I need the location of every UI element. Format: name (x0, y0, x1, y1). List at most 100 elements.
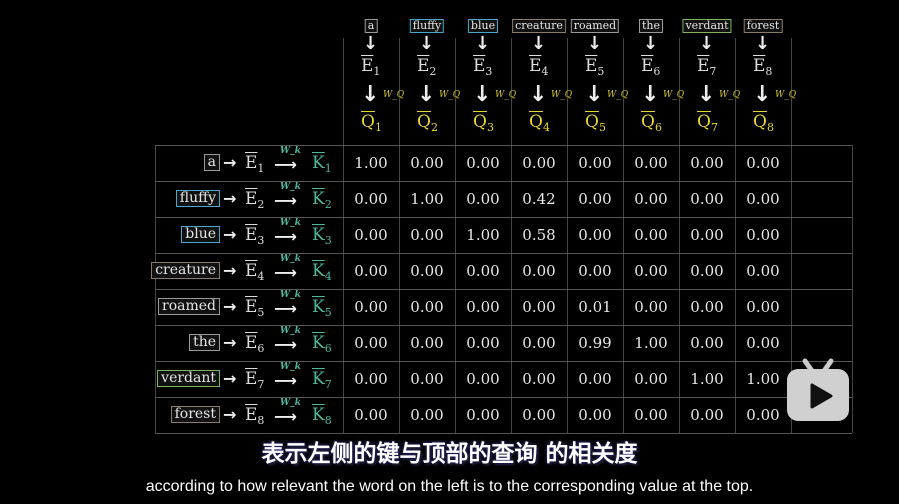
grid-vertical-line (511, 38, 512, 433)
key-vector: K3 (312, 225, 332, 246)
key-vector: K6 (312, 333, 332, 354)
long-right-arrow-icon: ⟶ (274, 299, 297, 318)
column-word-token: verdant (682, 19, 732, 33)
down-arrow-icon: ↓ (361, 82, 380, 107)
row-word-token: roamed (158, 298, 220, 315)
embedding-vector: E3 (473, 56, 492, 77)
vector-letter: E (417, 56, 430, 76)
embedding-vector: E3 (245, 225, 264, 246)
attention-score-cell: 0.00 (634, 370, 668, 388)
query-vector: Q6 (641, 112, 662, 133)
vector-letter: K (312, 189, 325, 209)
embedding-vector: E6 (641, 56, 660, 77)
attention-score-cell: 0.00 (690, 154, 724, 172)
grid-horizontal-line (155, 253, 852, 254)
attention-score-cell: 0.00 (578, 370, 612, 388)
embedding-vector: E1 (361, 56, 380, 77)
query-vector: Q1 (361, 112, 382, 133)
vector-subscript: 8 (324, 414, 332, 427)
down-arrow-icon: ↓ (473, 82, 492, 107)
vector-letter: K (312, 333, 325, 353)
attention-score-cell: 0.00 (746, 334, 780, 352)
column-word-token: creature (512, 19, 566, 33)
attention-score-cell: 0.00 (410, 262, 444, 280)
key-weight-label: W_k (280, 146, 301, 156)
query-weight-label: W_Q (495, 90, 517, 100)
query-weight-label: W_Q (439, 90, 461, 100)
vector-subscript: 1 (374, 121, 382, 134)
column-word-token: blue (467, 19, 499, 33)
attention-score-cell: 0.00 (466, 298, 500, 316)
query-weight-label: W_Q (383, 90, 405, 100)
vector-letter: E (473, 56, 486, 76)
down-arrow-icon: ↓ (753, 82, 772, 107)
attention-score-cell: 1.00 (410, 190, 444, 208)
grid-vertical-line (623, 38, 624, 433)
attention-score-cell: 0.00 (746, 406, 780, 424)
down-arrow-icon: ↓ (641, 82, 660, 107)
attention-score-cell: 0.00 (634, 226, 668, 244)
embedding-vector: E8 (245, 405, 264, 426)
attention-score-cell: 0.00 (466, 406, 500, 424)
attention-score-cell: 0.00 (522, 406, 556, 424)
query-vector: Q7 (697, 112, 718, 133)
long-right-arrow-icon: ⟶ (274, 227, 297, 246)
query-vector: Q4 (529, 112, 550, 133)
vector-subscript: 2 (324, 198, 332, 211)
vector-letter: Q (529, 112, 543, 132)
subtitle-chinese: 表示左侧的键与顶部的查询 的相关度 (261, 441, 638, 467)
grid-horizontal-line (155, 217, 852, 218)
down-arrow-icon: ↓ (529, 82, 548, 107)
attention-score-cell: 1.00 (354, 154, 388, 172)
embedding-vector: E5 (585, 56, 604, 77)
vector-subscript: 5 (257, 306, 265, 319)
embedding-vector: E6 (245, 333, 264, 354)
key-vector: K2 (312, 189, 332, 210)
vector-letter: Q (697, 112, 711, 132)
attention-score-cell: 0.00 (522, 298, 556, 316)
key-weight-label: W_k (280, 218, 301, 228)
grid-vertical-line (735, 38, 736, 433)
embedding-vector: E8 (753, 56, 772, 77)
right-arrow-icon: → (223, 261, 237, 280)
vector-subscript: 2 (257, 198, 265, 211)
long-right-arrow-icon: ⟶ (274, 407, 297, 426)
vector-letter: E (361, 56, 374, 76)
key-weight-label: W_k (280, 254, 301, 264)
attention-score-cell: 0.00 (466, 262, 500, 280)
attention-score-cell: 0.00 (690, 298, 724, 316)
vector-subscript: 4 (541, 65, 549, 78)
row-word-token: verdant (157, 370, 220, 387)
attention-score-cell: 0.58 (522, 226, 556, 244)
attention-score-cell: 0.00 (690, 190, 724, 208)
vector-subscript: 2 (429, 65, 437, 78)
right-arrow-icon: → (223, 189, 237, 208)
attention-score-cell: 0.00 (354, 334, 388, 352)
grid-vertical-line (455, 38, 456, 433)
attention-score-cell: 0.00 (578, 154, 612, 172)
attention-score-cell: 0.00 (466, 334, 500, 352)
grid-horizontal-line (155, 289, 852, 290)
bilibili-tv-icon[interactable] (785, 357, 851, 421)
vector-subscript: 6 (653, 65, 661, 78)
key-vector: K4 (312, 261, 332, 282)
grid-vertical-line (791, 38, 792, 433)
attention-score-cell: 0.00 (522, 262, 556, 280)
query-vector: Q2 (417, 112, 438, 133)
vector-letter: K (312, 297, 325, 317)
embedding-vector: E5 (245, 297, 264, 318)
attention-score-cell: 0.00 (690, 226, 724, 244)
vector-letter: E (585, 56, 598, 76)
grid-horizontal-line (155, 361, 852, 362)
column-word-token: a (364, 19, 378, 33)
embedding-vector: E4 (245, 261, 264, 282)
key-vector: K7 (312, 369, 332, 390)
attention-score-cell: 0.00 (354, 298, 388, 316)
attention-score-cell: 0.00 (354, 226, 388, 244)
attention-score-cell: 0.00 (746, 154, 780, 172)
vector-subscript: 6 (324, 342, 332, 355)
vector-letter: Q (473, 112, 487, 132)
vector-subscript: 8 (766, 121, 774, 134)
column-word-token: fluffy (409, 19, 445, 33)
long-right-arrow-icon: ⟶ (274, 191, 297, 210)
